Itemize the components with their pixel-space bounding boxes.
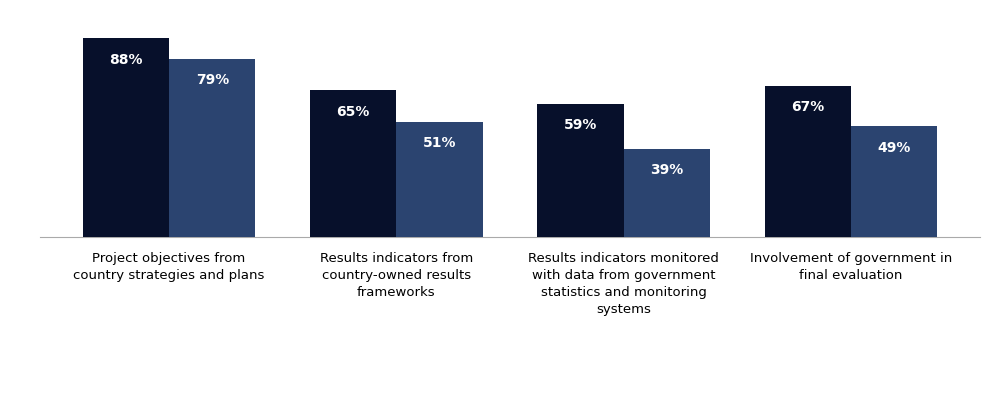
Bar	[396, 123, 483, 237]
Bar	[537, 104, 624, 237]
Text: 49%: 49%	[877, 141, 911, 155]
Bar	[83, 39, 169, 237]
Text: 59%: 59%	[564, 118, 597, 132]
Bar	[624, 149, 710, 237]
Text: 39%: 39%	[650, 163, 683, 177]
Text: 65%: 65%	[336, 104, 370, 119]
Bar	[169, 60, 255, 237]
Text: 88%: 88%	[109, 53, 143, 67]
Bar	[851, 127, 937, 237]
Text: 79%: 79%	[196, 73, 229, 87]
Bar	[765, 86, 851, 237]
Bar	[310, 91, 396, 237]
Text: 51%: 51%	[423, 136, 456, 150]
Text: 67%: 67%	[791, 100, 824, 114]
Legend: Multilateral partners 2018, Bilateral partners 2018: Multilateral partners 2018, Bilateral pa…	[280, 406, 740, 409]
